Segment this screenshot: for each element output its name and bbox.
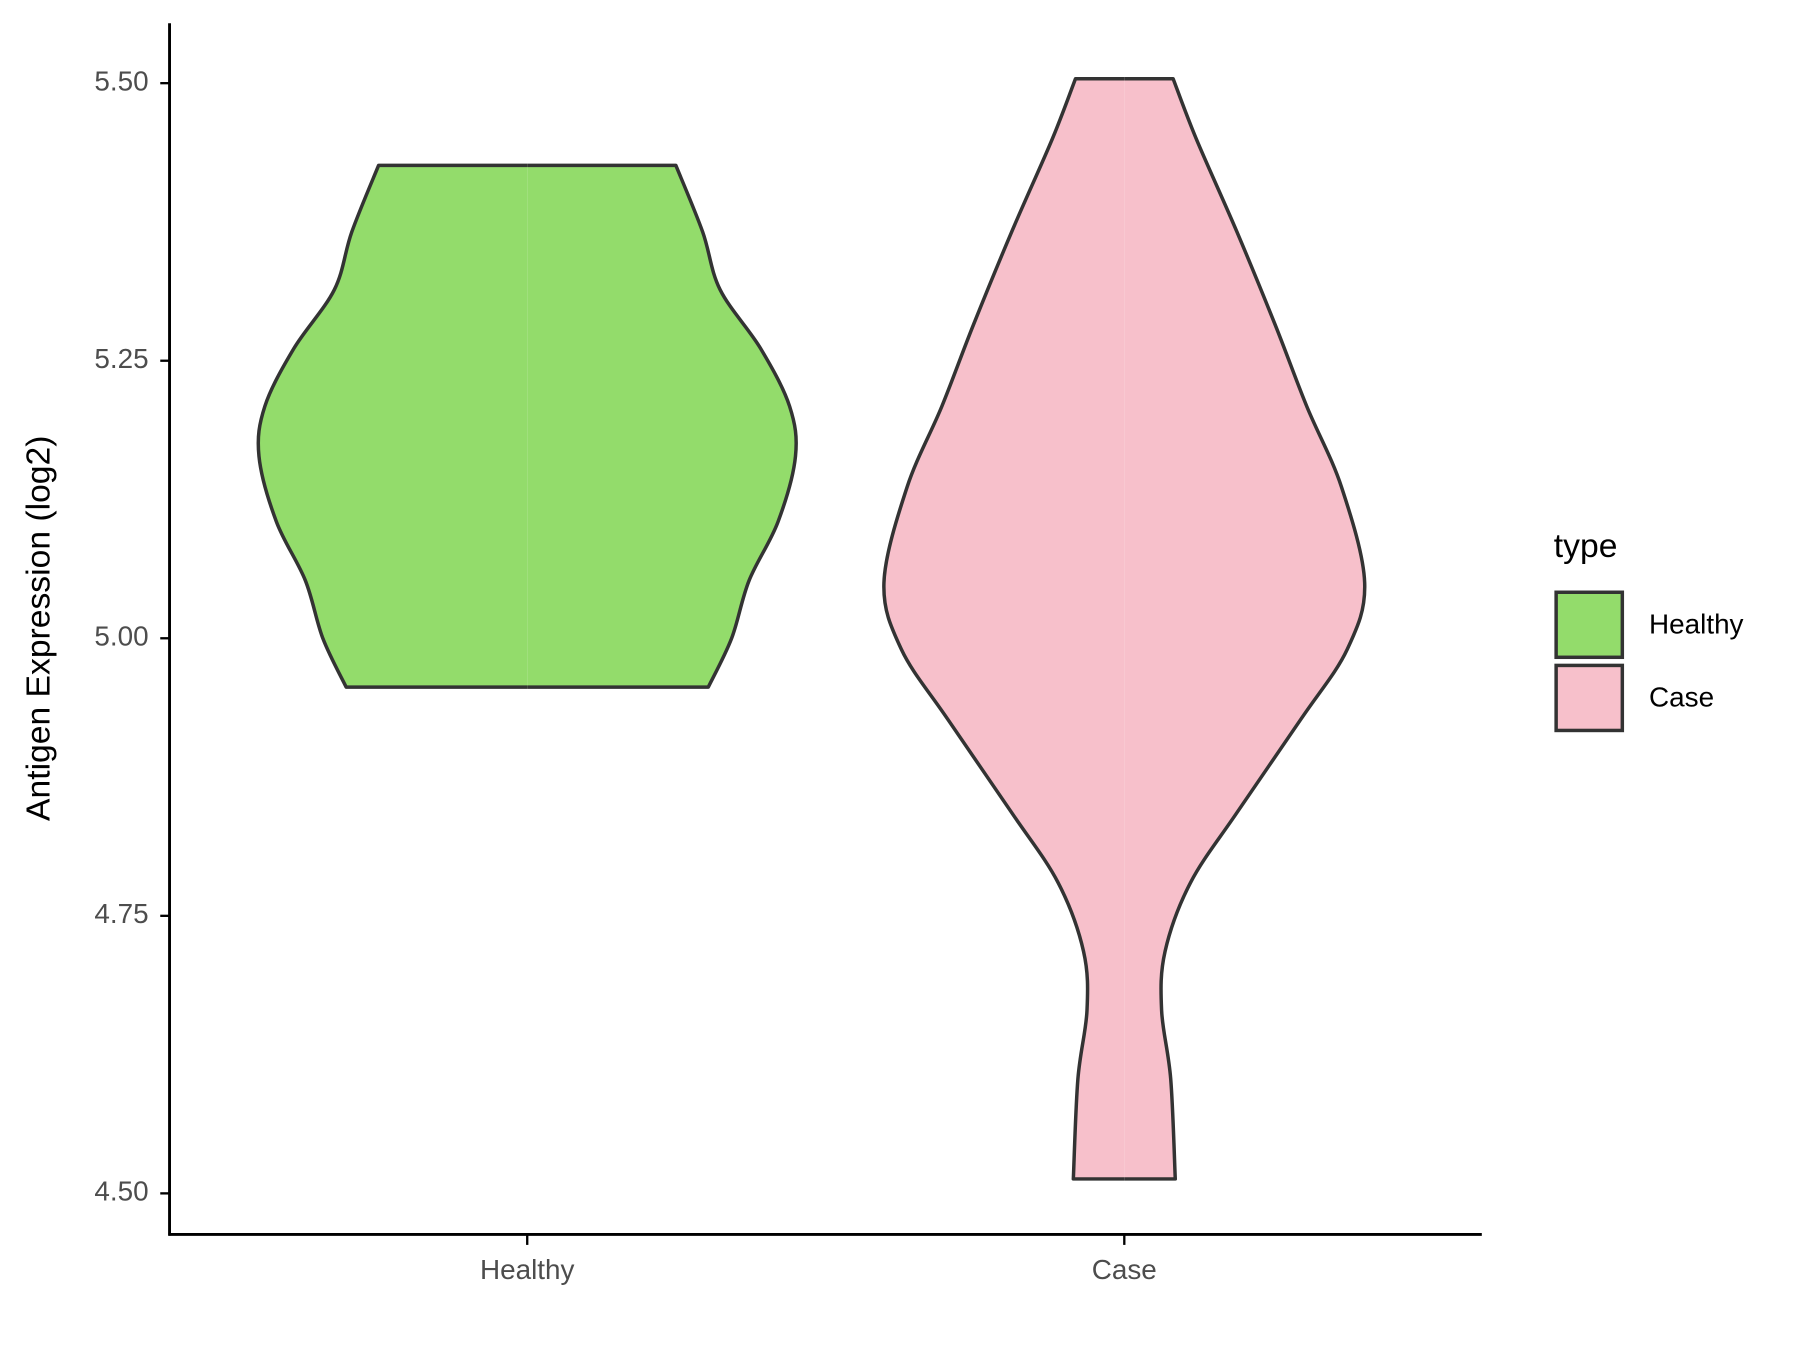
legend-title: type bbox=[1554, 528, 1618, 565]
y-tick-label: 4.75 bbox=[94, 898, 148, 929]
violin-outline bbox=[527, 163, 798, 689]
y-tick-label: 5.00 bbox=[94, 621, 148, 652]
violin-outline bbox=[882, 76, 1125, 1181]
violin-fill bbox=[258, 165, 528, 688]
violin-fill bbox=[1124, 78, 1365, 1179]
x-tick-label: Case bbox=[1092, 1254, 1157, 1285]
legend-key bbox=[1554, 590, 1625, 660]
legend-label: Case bbox=[1649, 681, 1714, 712]
y-axis-label: Antigen Expression (log2) bbox=[21, 436, 58, 821]
violin-outline bbox=[256, 163, 528, 689]
violin-outline bbox=[1124, 76, 1367, 1181]
legend-label: Healthy bbox=[1649, 608, 1744, 639]
violin-fill bbox=[527, 165, 797, 688]
legend-key bbox=[1554, 663, 1625, 733]
x-tick-label: Healthy bbox=[480, 1254, 575, 1285]
y-tick-label: 5.25 bbox=[94, 343, 148, 374]
violin-fill bbox=[883, 78, 1125, 1179]
y-tick-label: 5.50 bbox=[94, 66, 148, 97]
y-tick-label: 4.50 bbox=[94, 1176, 148, 1207]
